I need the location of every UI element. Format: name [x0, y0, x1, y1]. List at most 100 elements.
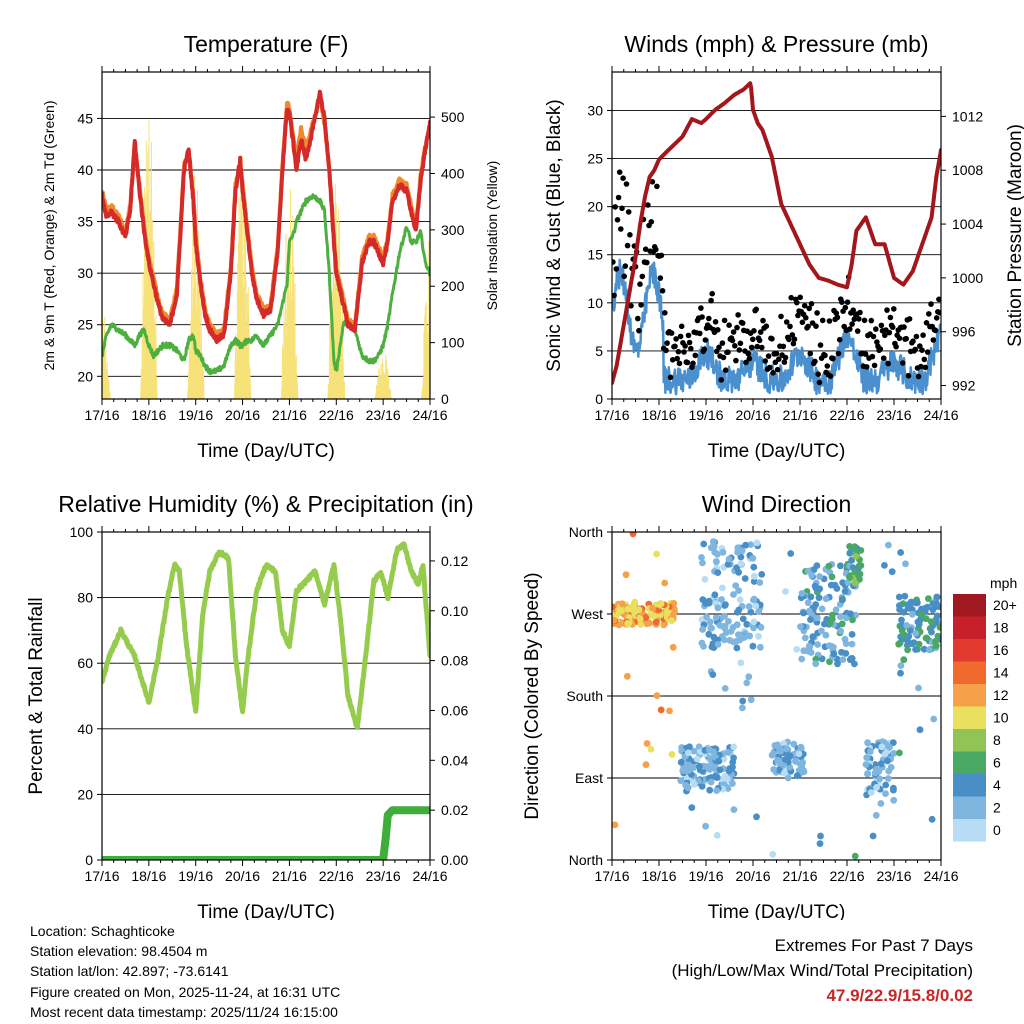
gust-point — [839, 299, 845, 306]
x-tick-label: 21/16 — [782, 407, 817, 423]
direction-point — [711, 591, 719, 599]
x-tick-label: 24/16 — [923, 407, 958, 423]
gust-point — [808, 301, 815, 307]
insolation-line — [327, 184, 346, 399]
y-tick-label: 30 — [587, 102, 603, 118]
gust-point — [936, 296, 941, 303]
gust-point — [847, 326, 853, 332]
direction-point — [818, 605, 826, 613]
direction-point — [901, 592, 909, 600]
direction-point — [782, 588, 789, 595]
direction-point — [922, 615, 930, 623]
legend-swatch — [953, 684, 986, 707]
x-tick-label: 22/16 — [319, 407, 354, 423]
direction-point — [826, 619, 834, 627]
gust-point — [884, 307, 890, 313]
x-tick-label: 19/16 — [178, 868, 213, 884]
direction-point — [839, 596, 846, 604]
y2-tick-label: 0.02 — [441, 802, 468, 818]
direction-point — [784, 774, 792, 782]
direction-point — [826, 658, 833, 666]
gust-point — [612, 259, 616, 265]
gust-point — [635, 315, 641, 322]
direction-point — [737, 560, 745, 568]
gust-point — [770, 370, 776, 376]
gust-point — [918, 363, 924, 370]
gust-point — [612, 204, 618, 210]
x-tick-label: 22/16 — [829, 407, 864, 423]
gust-point — [722, 367, 729, 374]
insolation-line — [280, 189, 299, 399]
direction-point — [833, 585, 841, 592]
gust-point — [919, 347, 925, 354]
x-tick-label: 23/16 — [876, 407, 911, 423]
gust-point — [924, 349, 931, 355]
y-tick-label: 15 — [587, 247, 603, 263]
direction-point — [900, 656, 908, 664]
y2-tick-label: 1012 — [952, 108, 983, 124]
direction-point — [805, 607, 813, 615]
direction-point — [725, 767, 733, 775]
direction-point — [677, 758, 685, 766]
direction-point — [636, 615, 644, 623]
y2-axis-label: Solar Insolation (Yellow) — [484, 161, 500, 311]
direction-point — [701, 575, 709, 583]
x-tick-label: 18/16 — [131, 868, 166, 884]
direction-point — [637, 621, 645, 628]
direction-point — [745, 603, 753, 610]
gust-point — [753, 306, 759, 313]
direction-point — [690, 747, 698, 755]
legend-swatch — [953, 616, 986, 639]
direction-point — [653, 550, 660, 558]
direction-point — [927, 618, 935, 625]
gust-point — [819, 317, 826, 324]
direction-point — [714, 569, 722, 576]
direction-point — [706, 765, 714, 773]
gust-point — [677, 333, 684, 340]
x-tick-label: 18/16 — [641, 868, 676, 884]
gust-point — [750, 336, 756, 343]
gust-point — [873, 326, 879, 332]
gust-point — [851, 316, 858, 323]
gust-point — [812, 358, 818, 365]
direction-point — [871, 769, 879, 777]
direction-point — [869, 832, 877, 840]
gust-point — [702, 337, 709, 343]
direction-point — [714, 604, 722, 612]
direction-point — [712, 614, 720, 621]
direction-point — [702, 599, 709, 607]
gust-point — [842, 304, 849, 311]
y-tick-label: North — [569, 524, 603, 540]
direction-point — [890, 796, 898, 804]
direction-point — [837, 613, 844, 621]
direction-point — [711, 772, 719, 780]
gust-point — [776, 356, 782, 363]
gust-point — [697, 330, 703, 337]
extremes-title: Extremes For Past 7 Days — [774, 936, 973, 955]
gust-point — [806, 305, 812, 312]
gust-point — [787, 323, 793, 330]
gust-point — [910, 338, 916, 345]
direction-point — [790, 740, 798, 748]
direction-point — [709, 671, 717, 678]
direction-point — [737, 553, 745, 561]
direction-point — [793, 772, 801, 780]
x-tick-label: 23/16 — [366, 407, 401, 423]
x-tick-label: 18/16 — [641, 407, 676, 423]
direction-point — [739, 697, 747, 705]
direction-point — [857, 562, 865, 569]
direction-point — [661, 579, 669, 587]
direction-point — [896, 606, 903, 613]
gust-point — [814, 310, 820, 316]
gust-point — [759, 344, 765, 351]
direction-point — [850, 545, 858, 553]
direction-point — [813, 562, 821, 569]
gust-point — [815, 371, 821, 378]
direction-point — [926, 646, 933, 654]
direction-point — [730, 806, 738, 813]
legend-label: 0 — [993, 822, 1001, 838]
direction-point — [912, 630, 920, 637]
direction-point — [837, 562, 844, 570]
chart-title: Relative Humidity (%) & Precipitation (i… — [58, 491, 473, 517]
